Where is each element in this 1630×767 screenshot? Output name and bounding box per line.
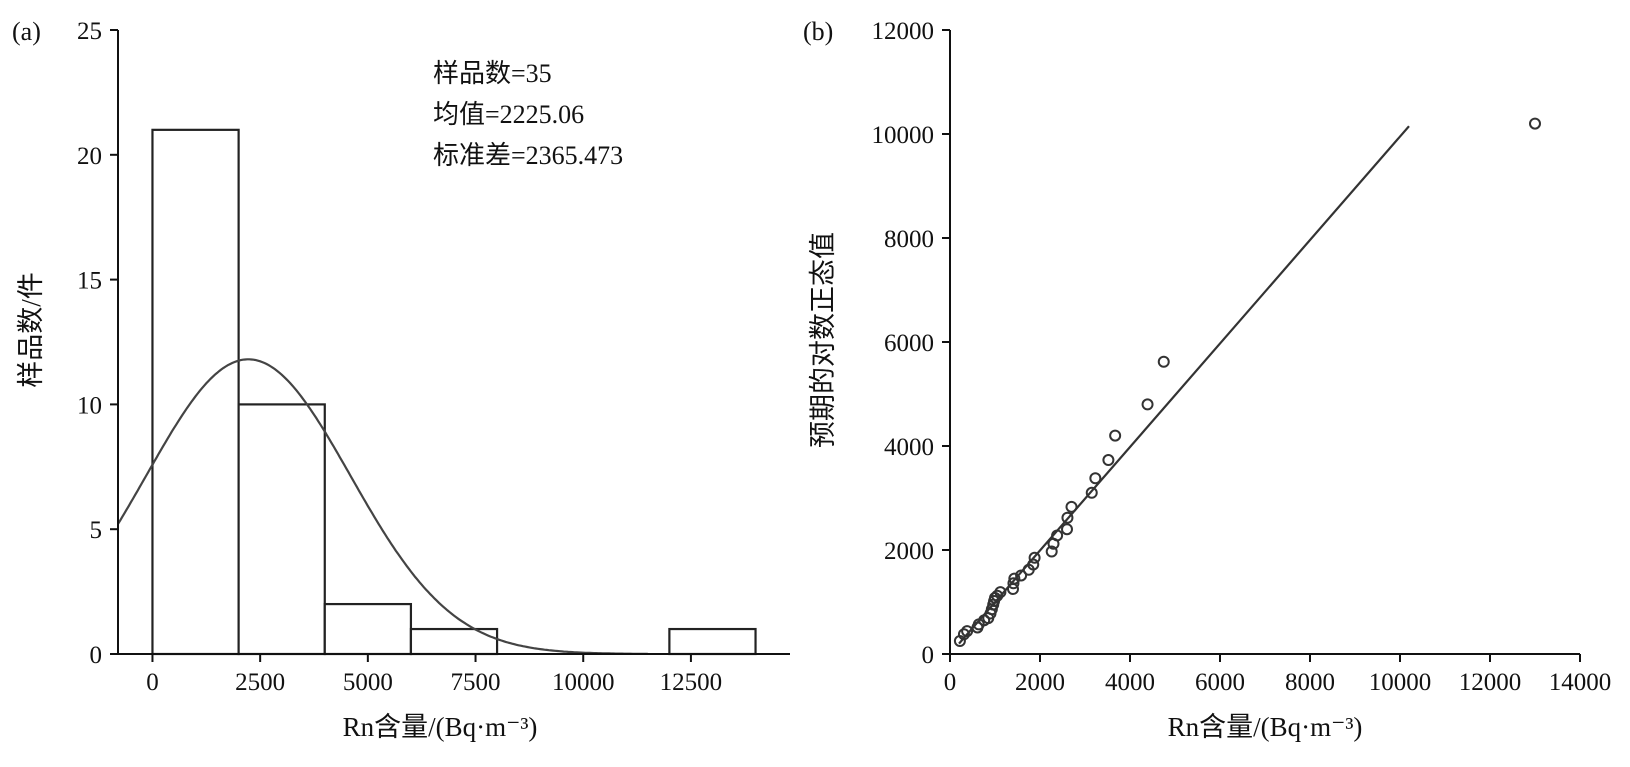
histogram-annotation-sample-count: 样品数=35: [433, 59, 552, 88]
histogram-bar: [237, 403, 326, 656]
x-ticks: 0 2000 4000 6000 8000 10000 12000 14000: [944, 654, 1612, 696]
x-tick-label: 14000: [1549, 669, 1612, 696]
data-point: [1109, 429, 1122, 442]
y-tick-label: 25: [77, 18, 102, 45]
histogram-bar: [668, 627, 757, 656]
data-point: [1015, 569, 1028, 582]
y-tick-label: 5: [90, 517, 103, 544]
panel-label-b: (b): [803, 17, 833, 46]
x-tick-label: 4000: [1105, 669, 1155, 696]
x-tick-label: 12500: [660, 669, 723, 696]
histogram-bar: [323, 602, 413, 656]
y-tick-label: 6000: [884, 330, 934, 357]
x-tick-label: 6000: [1195, 669, 1245, 696]
data-point: [991, 589, 1004, 602]
y-tick-label: 12000: [872, 18, 935, 45]
data-point: [994, 586, 1007, 599]
x-tick-label: 5000: [343, 669, 393, 696]
y-tick-label: 8000: [884, 226, 934, 253]
y-tick-label: 10: [77, 392, 102, 419]
y-ticks: 0 5 10 15 20 25: [77, 18, 118, 669]
data-point: [1045, 545, 1058, 558]
y-tick-label: 2000: [884, 538, 934, 565]
data-point: [1141, 398, 1154, 411]
panel-label-a: (a): [12, 17, 41, 46]
x-tick-label: 2000: [1015, 669, 1065, 696]
histogram-bars: [151, 128, 757, 656]
histogram-panel: (a) 样品数=35 均值=2225.06 标准差=2365.473 0 2500…: [12, 17, 790, 742]
data-point: [1007, 577, 1020, 590]
histogram-bar: [151, 128, 240, 656]
data-point: [1027, 558, 1040, 571]
x-tick-label: 0: [146, 669, 159, 696]
x-tick-label: 8000: [1285, 669, 1335, 696]
y-tick-label: 0: [90, 642, 103, 669]
scatter-points: [953, 117, 1541, 647]
y-tick-label: 20: [77, 143, 102, 170]
data-point: [1008, 572, 1021, 585]
x-ticks: 0 2500 5000 7500 10000 12500: [146, 654, 722, 696]
x-tick-label: 10000: [552, 669, 615, 696]
data-point: [1085, 486, 1098, 499]
y-ticks: 0 2000 4000 6000 8000 10000 12000: [872, 18, 950, 669]
data-point: [1089, 472, 1102, 485]
x-axis-label: Rn含量/(Bq·m⁻³): [343, 712, 538, 742]
x-tick-label: 10000: [1369, 669, 1432, 696]
x-tick-label: 2500: [235, 669, 285, 696]
data-point: [1065, 500, 1078, 513]
histogram-annotation-std: 标准差=2365.473: [433, 141, 623, 170]
x-tick-label: 7500: [451, 669, 501, 696]
data-point: [1529, 117, 1541, 130]
y-tick-label: 15: [77, 268, 102, 295]
histogram-annotation-mean: 均值=2225.06: [433, 100, 584, 129]
reference-line: [958, 125, 1410, 645]
data-point: [961, 625, 974, 638]
data-point: [1028, 551, 1041, 564]
y-axis-label: 样品数/件: [16, 272, 46, 388]
normal-distribution-curve: [117, 358, 648, 655]
x-tick-label: 12000: [1459, 669, 1522, 696]
y-tick-label: 0: [922, 642, 935, 669]
x-tick-label: 0: [944, 669, 957, 696]
data-point: [957, 628, 970, 641]
data-point: [1157, 355, 1170, 368]
y-tick-label: 4000: [884, 434, 934, 461]
y-tick-label: 10000: [872, 122, 935, 149]
data-point: [1051, 529, 1064, 542]
qq-plot-panel: (b) 0 2000 4000 6000 8000 10000 12000 14000 0 20…: [803, 17, 1611, 742]
y-axis-label: 预期的对数正态值: [808, 232, 838, 448]
data-point: [1102, 454, 1115, 467]
data-point: [1061, 511, 1074, 524]
data-point: [1061, 523, 1073, 536]
x-axis-label: Rn含量/(Bq·m⁻³): [1168, 712, 1363, 742]
